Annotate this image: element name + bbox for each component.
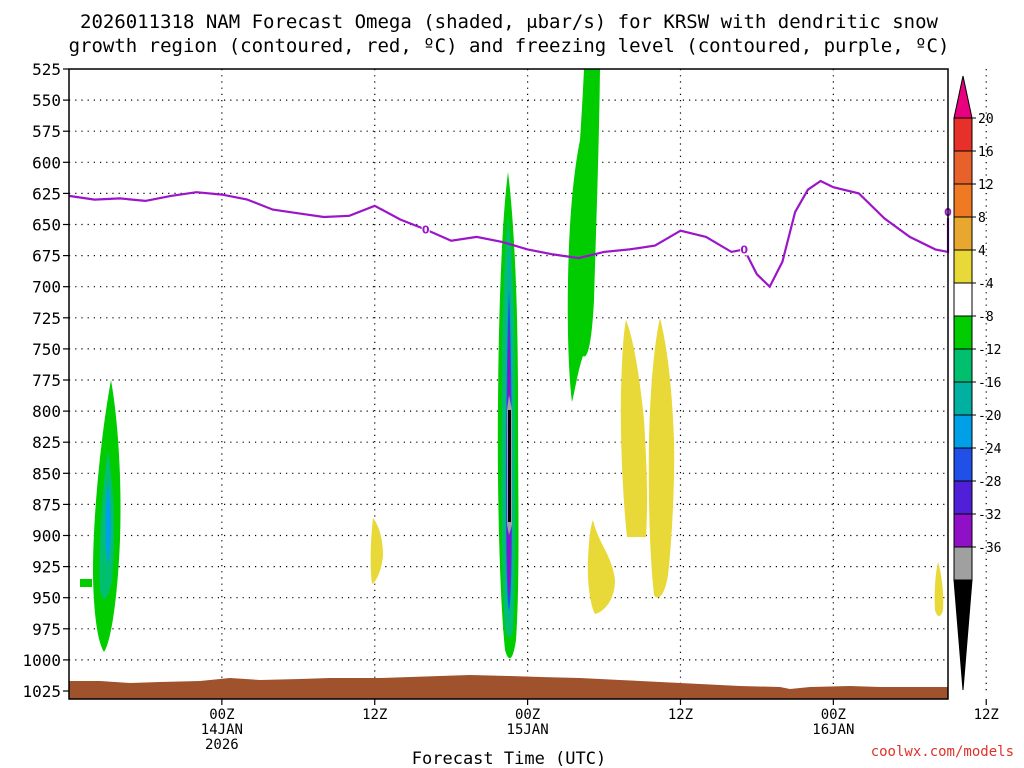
omega-yellow-blob-right: [934, 562, 944, 616]
colorbar-label: 4: [978, 244, 986, 259]
y-tick-label: 950: [32, 589, 61, 608]
omega-shading: [80, 69, 944, 659]
y-tick-label: 550: [32, 91, 61, 110]
grid-lines: [69, 69, 987, 691]
y-tick-label: 700: [32, 278, 61, 297]
colorbar-segment: [953, 249, 973, 284]
colorbar-top-arrow: [953, 75, 973, 119]
y-tick-label: 925: [32, 558, 61, 577]
colorbar-segment: [953, 315, 973, 350]
colorbar-segment: [953, 414, 973, 449]
y-tick-label: 900: [32, 527, 61, 546]
x-tick-label: 12Z: [974, 707, 999, 723]
y-tick-label: 850: [32, 464, 61, 483]
chart-title-line-2: growth region (contoured, red, ºC) and f…: [69, 35, 950, 57]
x-axis-label: Forecast Time (UTC): [412, 749, 606, 768]
omega-yellow-column-2: [648, 318, 675, 598]
plot-area: 000: [68, 68, 987, 700]
y-tick-label: 650: [32, 216, 61, 235]
y-axis-ticks: 525 550 575 600 625 650 675 700 725 750 775 800 825 8…: [22, 60, 69, 701]
colorbar-label: -12: [978, 343, 1001, 358]
plot-frame: [68, 68, 949, 700]
colorbar-label: 8: [978, 211, 986, 226]
colorbar-segment: [953, 282, 973, 317]
y-tick-label: 675: [32, 247, 61, 266]
x-tick-label: 00Z: [209, 707, 234, 723]
y-tick-label: 1000: [22, 651, 61, 670]
freezing-label-bg: [740, 243, 749, 256]
colorbar-label: -32: [978, 508, 1001, 523]
y-tick-label: 750: [32, 340, 61, 359]
x-tick-label: 15JAN: [507, 722, 549, 738]
y-tick-label: 800: [32, 402, 61, 421]
x-tick-label: 00Z: [515, 707, 540, 723]
colorbar-label: -8: [978, 310, 994, 325]
y-tick-label: 575: [32, 122, 61, 141]
y-tick-label: 1025: [22, 682, 61, 701]
credit-text: coolwx.com/models: [871, 744, 1014, 760]
colorbar-label: 16: [978, 145, 994, 160]
colorbar-segment: [953, 150, 973, 185]
colorbar-label: -20: [978, 409, 1001, 424]
colorbar-segment: [953, 216, 973, 251]
terrain-surface: [69, 675, 948, 699]
colorbar-label: 20: [978, 112, 994, 127]
colorbar-segment: [953, 447, 973, 482]
colorbar-label: -4: [978, 277, 994, 292]
y-tick-label: 625: [32, 184, 61, 203]
omega-center-black-core: [508, 410, 511, 522]
omega-left-blue-core: [105, 480, 111, 565]
y-tick-label: 875: [32, 495, 61, 514]
y-tick-label: 725: [32, 309, 61, 328]
colorbar-label: -24: [978, 442, 1002, 457]
colorbar: 20 16 12 8 4 -4 -8 -12 -16 -20 -24 -28 -32 -36: [953, 75, 1002, 691]
freezing-level-label: 0: [422, 223, 430, 236]
x-tick-label: 2026: [205, 737, 239, 753]
omega-yellow-blob-left: [370, 518, 383, 584]
colorbar-segment: [953, 117, 973, 152]
x-tick-label: 12Z: [362, 707, 387, 723]
x-tick-label: 12Z: [668, 707, 693, 723]
omega-upper-green-plume: [567, 69, 600, 402]
x-tick-label: 00Z: [821, 707, 846, 723]
chart-title-line-1: 2026011318 NAM Forecast Omega (shaded, μ…: [80, 11, 938, 33]
colorbar-label: 12: [978, 178, 994, 193]
y-tick-label: 525: [32, 60, 61, 79]
x-tick-label: 14JAN: [201, 722, 243, 738]
colorbar-segment: [953, 348, 973, 383]
colorbar-segment: [953, 513, 973, 548]
freezing-label-bg: [421, 223, 430, 236]
freezing-level-label: 0: [740, 243, 748, 256]
colorbar-label: -28: [978, 475, 1001, 490]
y-tick-label: 975: [32, 620, 61, 639]
y-tick-label: 825: [32, 433, 61, 452]
omega-yellow-column-1: [620, 320, 648, 537]
colorbar-bottom-arrow: [953, 579, 973, 691]
omega-left-green-tab: [80, 579, 92, 587]
colorbar-segment: [953, 381, 973, 416]
x-axis-ticks: 00Z14JAN202612Z00Z15JAN12Z00Z16JAN12Z00Z…: [201, 699, 999, 753]
colorbar-label: -16: [978, 376, 1001, 391]
x-tick-label: 16JAN: [812, 722, 854, 738]
colorbar-label: -36: [978, 541, 1001, 556]
colorbar-segment: [953, 183, 973, 218]
colorbar-segment: [953, 480, 973, 515]
omega-yellow-blob-lower: [587, 520, 615, 614]
y-tick-label: 600: [32, 153, 61, 172]
y-tick-label: 775: [32, 371, 61, 390]
colorbar-segment: [953, 546, 973, 581]
